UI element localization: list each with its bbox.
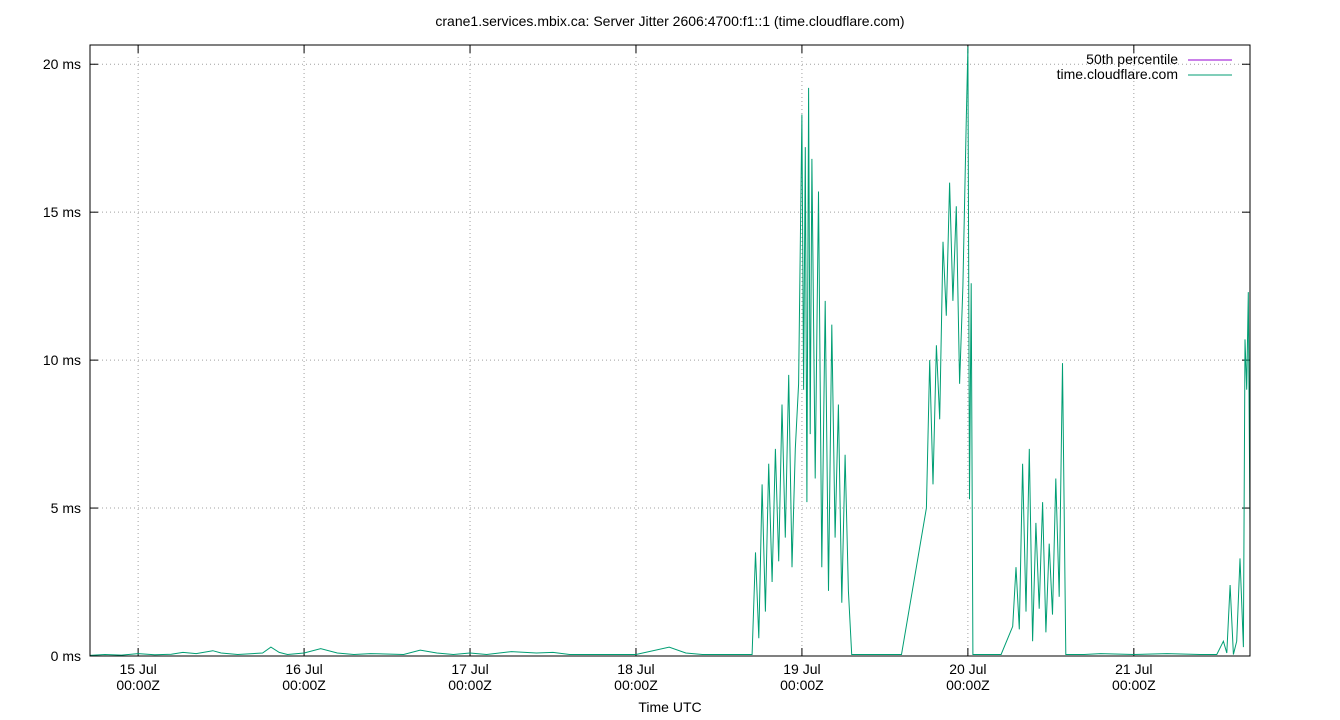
y-tick-label: 15 ms — [43, 204, 81, 220]
x-tick-label-day: 21 Jul — [1115, 661, 1152, 677]
x-tick-label-day: 16 Jul — [285, 661, 322, 677]
x-tick-label-time: 00:00Z — [1112, 677, 1156, 693]
legend-label: 50th percentile — [1086, 51, 1178, 67]
x-tick-label-time: 00:00Z — [448, 677, 492, 693]
legend-label: time.cloudflare.com — [1057, 66, 1178, 82]
x-tick-label-time: 00:00Z — [282, 677, 326, 693]
series-line-1 — [89, 46, 1251, 656]
y-tick-label: 10 ms — [43, 352, 81, 368]
x-tick-label-day: 19 Jul — [783, 661, 820, 677]
chart-title: crane1.services.mbix.ca: Server Jitter 2… — [435, 13, 904, 29]
x-tick-label-time: 00:00Z — [116, 677, 160, 693]
x-tick-label-time: 00:00Z — [614, 677, 658, 693]
x-tick-label-day: 15 Jul — [119, 661, 156, 677]
plot-frame — [89, 44, 1251, 657]
x-tick-label-time: 00:00Z — [946, 677, 990, 693]
grid — [90, 45, 1250, 656]
x-tick-label-day: 18 Jul — [617, 661, 654, 677]
x-tick-label-time: 00:00Z — [780, 677, 824, 693]
x-tick-label-day: 20 Jul — [949, 661, 986, 677]
series-layer — [89, 46, 1251, 657]
y-tick-label: 20 ms — [43, 56, 81, 72]
x-tick-label-day: 17 Jul — [451, 661, 488, 677]
x-axis-label: Time UTC — [638, 699, 701, 715]
y-tick-label: 5 ms — [51, 500, 81, 516]
y-tick-label: 0 ms — [51, 648, 81, 664]
